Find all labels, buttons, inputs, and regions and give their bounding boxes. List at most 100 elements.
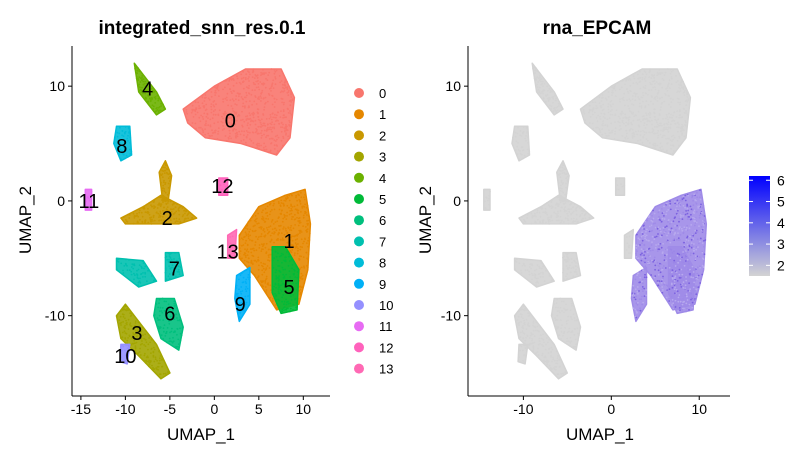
cell-point — [692, 238, 695, 240]
cell-point — [265, 212, 267, 215]
cell-point — [119, 310, 122, 313]
cell-point — [168, 309, 170, 312]
cell-point — [260, 261, 262, 264]
cell-point — [275, 69, 278, 72]
cell-point — [675, 288, 678, 291]
cell-point — [228, 77, 231, 80]
cell-point — [554, 207, 557, 209]
cell-point — [277, 237, 279, 240]
cell-point — [305, 206, 308, 209]
cell-point — [232, 89, 235, 92]
cell-point — [256, 217, 258, 220]
cell-point — [556, 319, 559, 321]
cell-point — [303, 240, 305, 243]
cell-point — [701, 214, 704, 216]
cell-point — [213, 105, 216, 108]
cell-point — [277, 288, 280, 291]
cell-point — [685, 247, 687, 249]
cell-point — [564, 371, 567, 373]
cell-point — [282, 239, 285, 241]
cell-point — [627, 245, 630, 248]
cell-point — [670, 83, 673, 86]
cell-point — [696, 191, 698, 194]
cell-point — [660, 148, 662, 151]
cell-point — [134, 215, 137, 218]
cell-point — [245, 141, 247, 144]
cell-point — [280, 209, 283, 212]
cell-point — [539, 222, 542, 224]
cell-point — [296, 276, 299, 279]
cell-point — [273, 97, 276, 100]
cell-point — [631, 300, 634, 303]
cell-point — [604, 124, 607, 127]
cell-point — [290, 113, 293, 116]
cell-point — [668, 87, 671, 89]
cell-point — [670, 292, 673, 295]
cell-point — [270, 85, 273, 88]
cell-point — [550, 350, 552, 353]
cell-point — [668, 300, 671, 302]
cell-point — [141, 326, 144, 329]
cell-point — [205, 96, 207, 99]
cell-point — [272, 200, 275, 203]
cell-point — [627, 119, 630, 122]
cell-point — [672, 69, 674, 72]
cell-point — [235, 287, 238, 289]
cell-point — [191, 104, 194, 107]
cell-point — [266, 232, 269, 235]
cell-point — [700, 226, 703, 228]
cell-point — [246, 115, 249, 117]
cell-point — [273, 144, 276, 147]
cell-point — [277, 292, 280, 295]
cell-point — [262, 285, 265, 288]
cell-point — [625, 121, 628, 124]
cell-point — [573, 203, 576, 206]
cell-point — [247, 267, 250, 270]
cell-point — [151, 91, 154, 94]
cell-point — [660, 220, 663, 223]
cell-point — [244, 252, 247, 255]
cell-point — [185, 217, 187, 220]
cell-point — [146, 280, 148, 283]
cell-point — [209, 135, 212, 138]
cell-point — [244, 242, 247, 245]
cell-point — [488, 194, 490, 197]
cell-point — [144, 362, 147, 364]
cell-point — [240, 301, 243, 304]
cell-point — [670, 250, 673, 253]
cell-point — [554, 94, 557, 97]
cell-point — [251, 103, 254, 106]
cell-point — [178, 257, 181, 260]
cell-point — [136, 335, 138, 337]
cell-point — [299, 248, 302, 251]
cell-point — [273, 285, 275, 288]
cell-point — [675, 81, 678, 84]
cell-point — [643, 267, 646, 270]
cell-point — [669, 241, 672, 244]
cell-point — [245, 269, 248, 271]
cell-point — [264, 96, 267, 99]
cell-point — [282, 86, 284, 89]
cell-point — [187, 217, 190, 220]
cell-point — [252, 131, 255, 134]
cell-point — [575, 319, 578, 322]
cell-point — [660, 230, 662, 233]
cell-point — [671, 140, 673, 143]
cell-point — [269, 113, 272, 116]
cell-point — [549, 220, 552, 222]
cell-point — [651, 96, 653, 98]
cell-point — [156, 359, 159, 362]
cell-point — [675, 75, 677, 77]
cell-point — [266, 79, 269, 81]
cell-point — [264, 220, 267, 223]
cell-point — [297, 193, 300, 196]
cell-point — [672, 152, 674, 155]
cell-point — [519, 308, 522, 311]
cell-point — [659, 262, 661, 265]
cell-point — [239, 274, 242, 277]
cell-point — [552, 356, 554, 359]
cell-point — [645, 138, 648, 141]
cell-point — [537, 354, 540, 356]
cell-point — [273, 72, 276, 75]
